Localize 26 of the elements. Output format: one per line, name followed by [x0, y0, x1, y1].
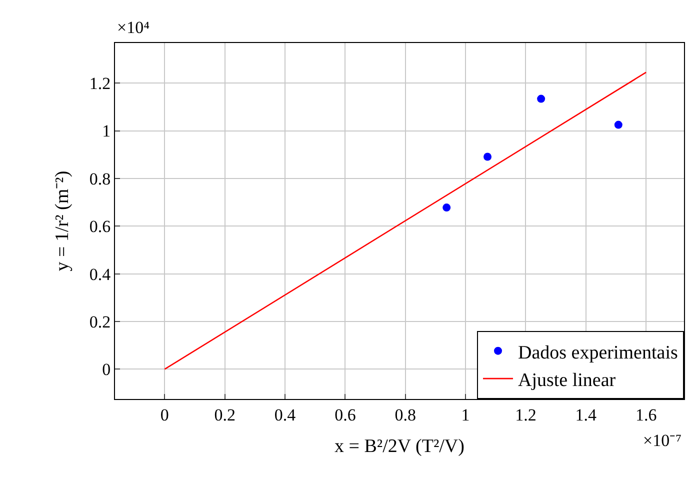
y-tick-label: 1.2	[89, 74, 111, 94]
x-tick-label: 0	[160, 405, 169, 424]
x-tick-label: 1.2	[515, 405, 536, 424]
x-tick-label: 0.4	[274, 405, 296, 424]
legend-label: Ajuste linear	[518, 370, 616, 391]
point	[537, 94, 546, 103]
x-tick-label: 1.4	[575, 405, 598, 424]
x-tick-label: 0.6	[334, 405, 356, 424]
y-tick-label: 0.4	[89, 264, 112, 284]
x-tick-label: 1.6	[635, 405, 657, 424]
point	[484, 152, 492, 161]
point	[442, 204, 451, 212]
point	[614, 120, 622, 129]
legend-label: Dados experimentais	[518, 342, 678, 364]
x-axis-title: x = B²/2V (T²/V)	[334, 436, 464, 458]
y-tick-label: 0	[102, 360, 111, 380]
y-tick-label: 0.8	[89, 169, 111, 188]
y-tick-label: 1	[102, 122, 111, 141]
text: ×10⁻⁷	[643, 431, 682, 450]
x-tick-label: 0.2	[214, 405, 236, 424]
x-tick-label: 1	[461, 405, 470, 424]
y-tick-label: 0.6	[89, 217, 111, 236]
y-tick-label: 0.2	[89, 312, 111, 332]
y-axis-title: y = 1/r² (m⁻²)	[52, 170, 74, 272]
text: ×10⁴	[117, 18, 150, 37]
x-tick-label: 0.8	[394, 405, 416, 424]
